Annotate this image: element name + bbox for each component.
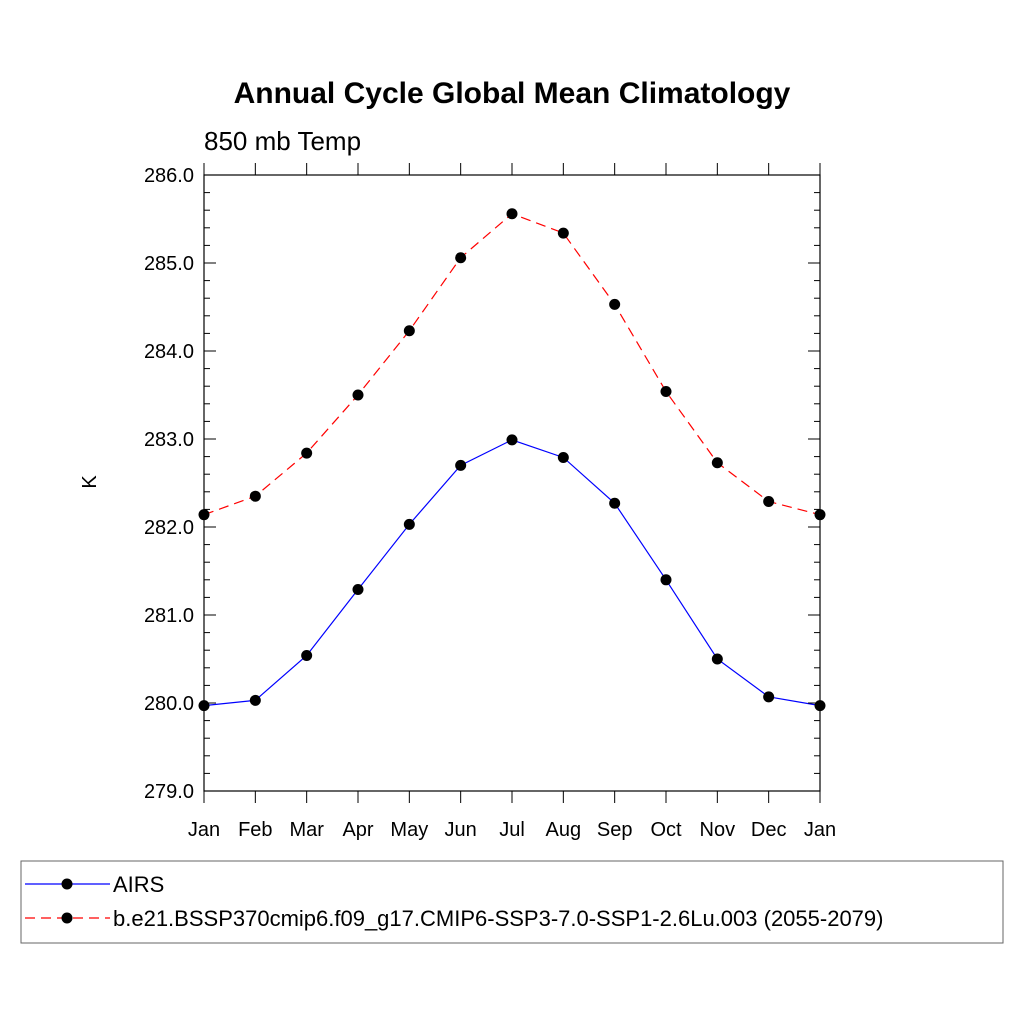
chart-title: Annual Cycle Global Mean Climatology [234,77,791,110]
x-tick-label: Feb [238,819,272,841]
legend-box [20,860,1004,944]
series-2-point [301,447,313,459]
series-1-point [763,691,775,703]
y-tick-label: 279.0 [144,781,194,803]
x-tick-label: Sep [597,819,633,841]
y-axis-ticks: 279.0 280.0 281.0 282.0 283.0 284.0 285.0 286.0 [144,165,820,803]
series-1-point [660,574,672,586]
series-1-point [403,518,415,530]
x-tick-label: Dec [751,819,787,841]
series-2-point [711,457,723,469]
y-tick-label: 280.0 [144,693,194,715]
legend: AIRS b.e21.BSSP370cmip6.f09_g17.CMIP6-SSP… [25,872,883,931]
plot-frame [203,174,821,792]
series-1-point [711,653,723,665]
x-tick-label: Jun [445,819,477,841]
x-axis-ticks: Jan Feb Mar Apr May Jun Jul Aug Sep Oct Nov Dec Jan [188,163,836,841]
series-2-point [455,252,467,264]
series-1-point [609,497,621,509]
x-tick-label: Nov [700,819,736,841]
legend-marker-2 [61,912,73,924]
series-2-point [557,227,569,239]
series-2-point [506,208,518,220]
series-line-2 [203,213,821,516]
x-tick-label: Aug [546,819,582,841]
series-1-point [557,451,569,463]
series-2-point [660,385,672,397]
x-tick-label: Jan [188,819,220,841]
series-1-point [301,649,313,661]
series-1-point [455,459,467,471]
legend-marker-1 [61,878,73,890]
series-2-point [609,298,621,310]
legend-label-1: AIRS [113,872,164,897]
y-tick-label: 282.0 [144,517,194,539]
y-tick-label: 286.0 [144,165,194,187]
minor-ticks [204,192,820,774]
series-1-point [506,434,518,446]
series-2-point [249,490,261,502]
series-1-point [249,694,261,706]
series-2-point [352,389,364,401]
y-tick-label: 281.0 [144,605,194,627]
series-line-1 [203,439,821,707]
y-tick-label: 284.0 [144,341,194,363]
x-tick-label: May [390,819,428,841]
series-layer [198,208,826,712]
y-tick-label: 283.0 [144,429,194,451]
series-2-point [763,495,775,507]
x-tick-label: Mar [289,819,324,841]
legend-label-2: b.e21.BSSP370cmip6.f09_g17.CMIP6-SSP3-7.… [113,906,883,931]
x-tick-label: Oct [650,819,682,841]
y-axis-label: K [79,475,101,489]
x-tick-label: Jul [499,819,525,841]
chart-subtitle: 850 mb Temp [204,126,361,156]
x-tick-label: Jan [804,819,836,841]
series-1-point [352,583,364,595]
y-tick-label: 285.0 [144,253,194,275]
x-tick-label: Apr [342,819,373,841]
series-2-point [403,325,415,337]
